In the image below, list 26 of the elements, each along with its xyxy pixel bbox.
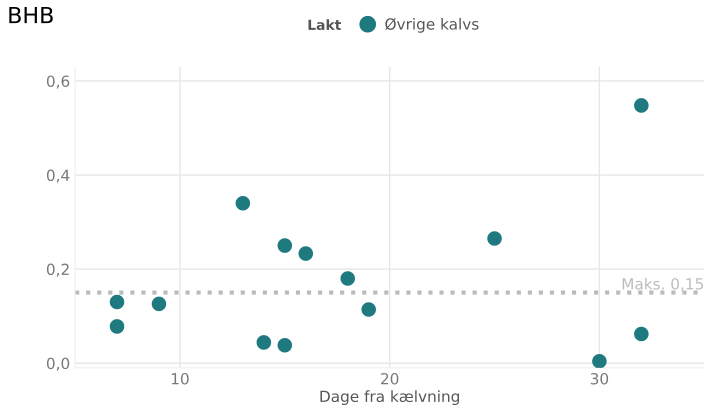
- x-tick-label: 30: [590, 372, 608, 385]
- point: [361, 302, 376, 317]
- x-tick-label: 10: [172, 372, 189, 385]
- legend-title: Lakt: [308, 19, 342, 30]
- x-tick-label: 20: [381, 372, 398, 385]
- chart-title: BHB: [9, 6, 53, 24]
- y-tick-label: 0,0: [46, 358, 70, 371]
- point: [278, 338, 292, 353]
- point: [634, 98, 649, 113]
- y-tick-label: 0,6: [46, 75, 70, 89]
- point: [256, 335, 272, 350]
- legend-label: Øvrige kalvs: [385, 18, 479, 33]
- point: [236, 196, 250, 211]
- point: [487, 231, 502, 246]
- point: [340, 271, 356, 286]
- point: [152, 296, 166, 312]
- point: [634, 326, 649, 342]
- point: [298, 246, 314, 261]
- x-axis-title: Dage fra kælvning: [320, 390, 459, 406]
- point: [110, 319, 124, 334]
- ref-line-label: Maks. 0,15: [622, 278, 703, 292]
- point: [110, 294, 124, 310]
- y-tick-label: 0,2: [46, 264, 69, 277]
- point: [592, 354, 607, 368]
- y-tick-label: 0,4: [46, 170, 70, 183]
- point: [278, 238, 292, 253]
